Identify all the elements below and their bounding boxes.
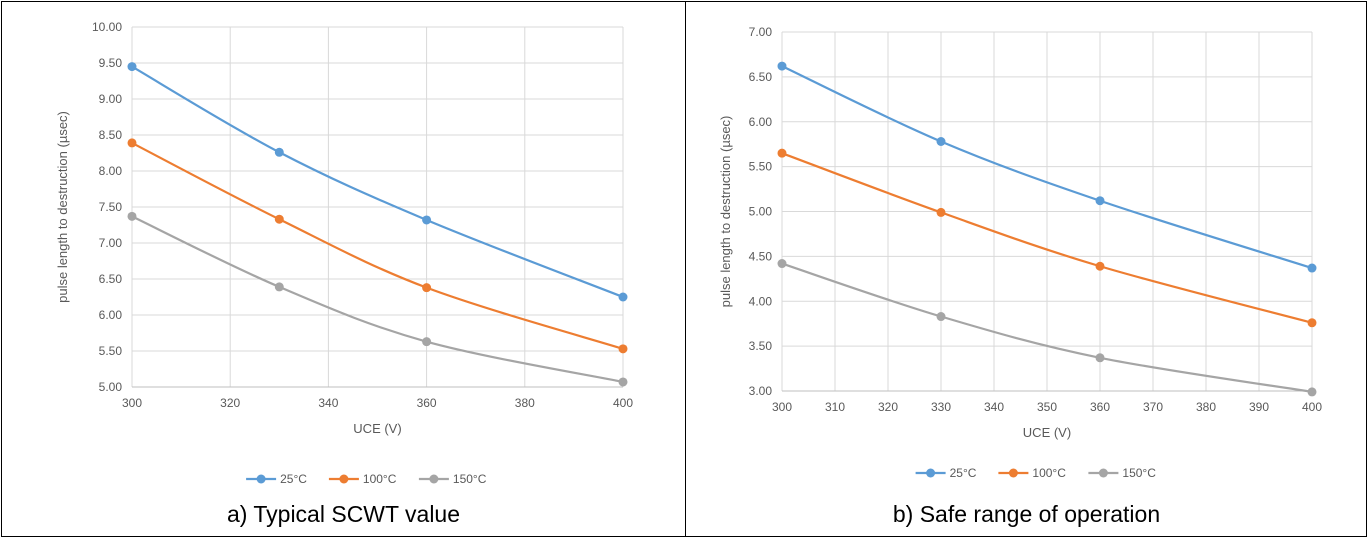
chart-0-data-point (127, 62, 137, 72)
chart-0-data-point (274, 282, 284, 292)
chart-0-ytick-label: 7.00 (99, 236, 123, 250)
panel-divider (685, 1, 686, 537)
chart-0-ytick-label: 10.00 (92, 20, 122, 34)
chart-1-ytick-label: 4.00 (749, 294, 773, 308)
chart-0-ytick-label: 9.00 (99, 92, 123, 106)
chart-1-xtick-label: 360 (1090, 400, 1110, 414)
chart-1-legend-label: 25°C (950, 466, 977, 480)
chart-1-data-point (1307, 263, 1317, 273)
chart-1-ytick-label: 6.00 (749, 115, 773, 129)
chart-1-ytick-label: 5.50 (749, 160, 773, 174)
chart-0-ytick-label: 6.00 (99, 308, 123, 322)
chart-1-data-point (936, 136, 946, 146)
panel-b: 3.00 3.50 4.00 4.50 5.00 5.50 6.00 6.50 7.00 300 3… (686, 1, 1367, 537)
chart-0-data-point (422, 337, 432, 347)
chart-0-xtick-label: 340 (318, 396, 338, 410)
chart-0-data-point (127, 211, 137, 221)
chart-0-data-point (422, 215, 432, 225)
chart-1-data-point (1307, 387, 1317, 397)
chart-1-data-point (1095, 261, 1105, 271)
chart-1-legend-swatch-marker (1098, 468, 1108, 478)
chart-1-data-point (1307, 318, 1317, 328)
chart-0-legend-swatch-marker (339, 474, 349, 484)
chart-0-xtick-label: 380 (515, 396, 535, 410)
chart-1-xtick-label: 380 (1196, 400, 1216, 414)
chart-1-xtick-label: 370 (1143, 400, 1163, 414)
chart-1-series-line-1 (781, 152, 1313, 324)
chart-0-data-point (274, 214, 284, 224)
chart-0-ytick-label: 6.50 (99, 272, 123, 286)
chart-1-data-point (777, 148, 787, 158)
chart-0-ytick-label: 8.00 (99, 164, 123, 178)
chart-1-data-point (1095, 196, 1105, 206)
chart-0-series-line-0 (131, 65, 624, 299)
chart-1-ytick-label: 4.50 (749, 249, 773, 263)
chart-1-xtick-label: 320 (878, 400, 898, 414)
chart-0-ytick-label: 8.50 (99, 128, 123, 142)
chart-0-series-line-1 (131, 141, 624, 350)
panel-a: 5.00 5.50 6.00 6.50 7.00 7.50 8.00 8.50 9.00 9.50… (2, 1, 685, 537)
chart-1-data-point (936, 312, 946, 322)
chart-1-legend-label: 100°C (1032, 466, 1066, 480)
chart-1-data-point (777, 61, 787, 71)
chart-b-caption: b) Safe range of operation (892, 501, 1161, 527)
chart-0-series-line-2 (131, 215, 624, 384)
chart-1-data-point (936, 207, 946, 217)
chart-0-data-point (618, 344, 628, 354)
chart-0-legend-label: 25°C (280, 472, 307, 486)
chart-0-xtick-label: 320 (220, 396, 240, 410)
chart-0-xtick-label: 400 (613, 396, 633, 410)
chart-0-legend-label: 150°C (453, 472, 487, 486)
chart-1-xtick-label: 300 (772, 400, 792, 414)
chart-1-series-line-0 (781, 65, 1313, 270)
chart-0-xtick-label: 300 (122, 396, 142, 410)
chart-a-caption: a) Typical SCWT value (226, 501, 461, 527)
chart-0-y-axis-title: pulse length to destruction (µsec) (55, 111, 70, 303)
chart-0-legend-swatch-marker (429, 474, 439, 484)
chart-1-legend-label: 150°C (1122, 466, 1156, 480)
chart-0-ytick-label: 5.00 (99, 380, 123, 394)
chart-1-xtick-label: 330 (931, 400, 951, 414)
chart-1-data-point (777, 259, 787, 269)
chart-1-xtick-label: 400 (1302, 400, 1322, 414)
chart-0-ytick-label: 7.50 (99, 200, 123, 214)
chart-b: 3.00 3.50 4.00 4.50 5.00 5.50 6.00 6.50 7.00 300 3… (718, 25, 1322, 480)
chart-1-ytick-label: 3.50 (749, 339, 773, 353)
chart-1-xtick-label: 310 (825, 400, 845, 414)
chart-1-xtick-label: 340 (984, 400, 1004, 414)
chart-0-ytick-label: 5.50 (99, 344, 123, 358)
chart-0-data-point (422, 283, 432, 293)
chart-1-legend-swatch-marker (926, 468, 936, 478)
chart-0-legend-swatch-marker (256, 474, 266, 484)
chart-a: 5.00 5.50 6.00 6.50 7.00 7.50 8.00 8.50 9.00 9.50… (55, 20, 633, 486)
chart-0-data-point (274, 147, 284, 157)
chart-1-x-axis-title: UCE (V) (1023, 425, 1071, 440)
chart-0-legend-label: 100°C (363, 472, 397, 486)
chart-0-ytick-label: 9.50 (99, 56, 123, 70)
chart-0-data-point (127, 138, 137, 148)
chart-1-xtick-label: 350 (1037, 400, 1057, 414)
chart-1-ytick-label: 7.00 (749, 25, 773, 39)
chart-0-data-point (618, 377, 628, 387)
chart-1-series-line-2 (781, 262, 1313, 393)
chart-1-data-point (1095, 353, 1105, 363)
chart-1-legend-swatch-marker (1008, 468, 1018, 478)
chart-0-data-point (618, 292, 628, 302)
chart-0-xtick-label: 360 (417, 396, 437, 410)
chart-1-ytick-label: 5.00 (749, 205, 773, 219)
chart-1-ytick-label: 6.50 (749, 70, 773, 84)
chart-0-x-axis-title: UCE (V) (353, 421, 401, 436)
chart-1-ytick-label: 3.00 (749, 384, 773, 398)
chart-1-xtick-label: 390 (1249, 400, 1269, 414)
chart-1-y-axis-title: pulse length to destruction (µsec) (718, 116, 733, 308)
